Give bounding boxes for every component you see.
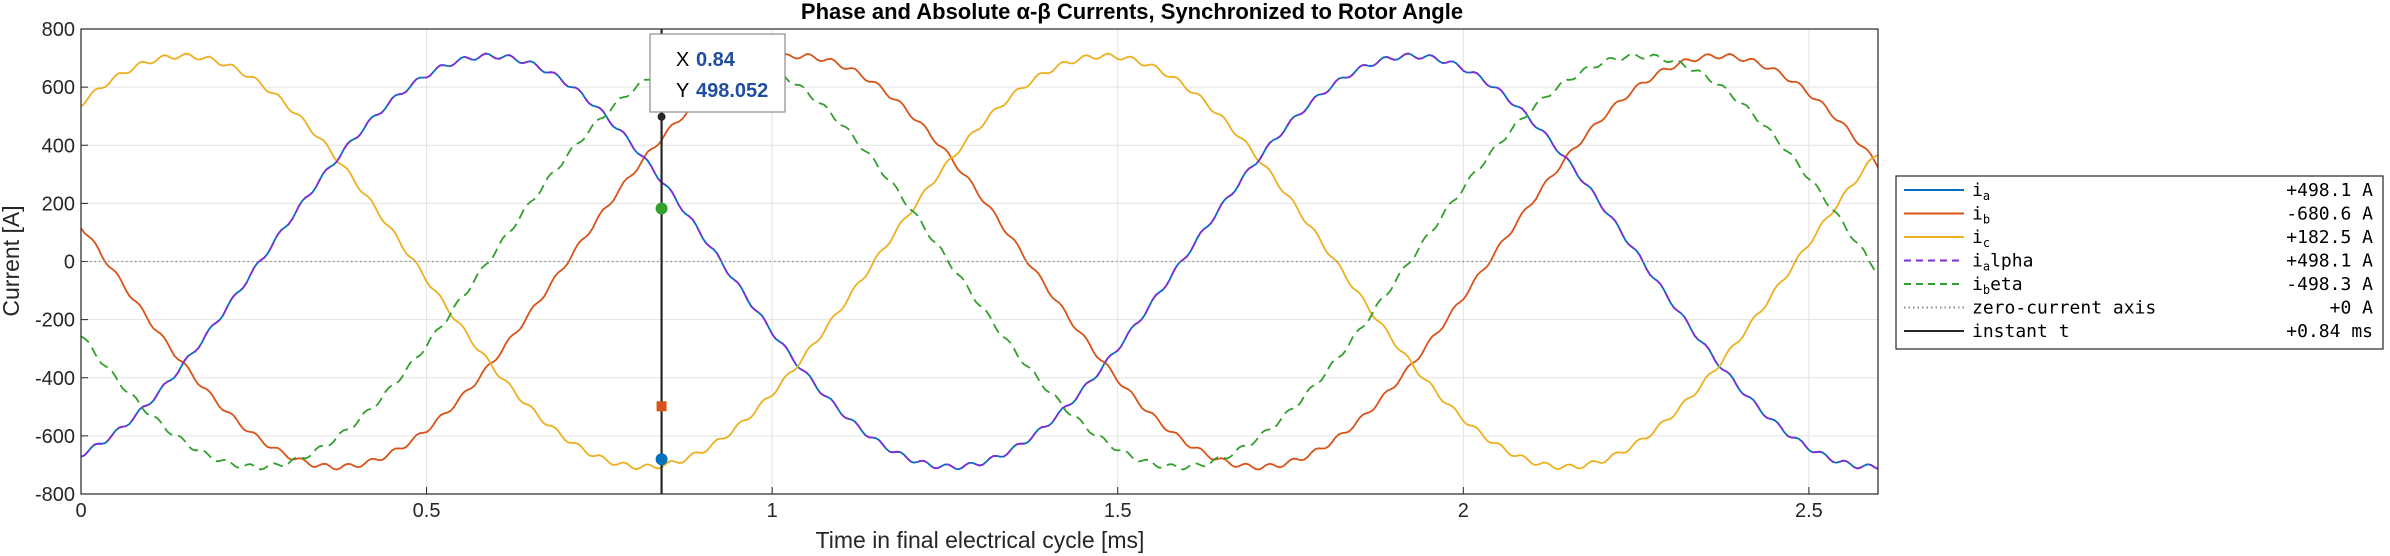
y-tick-label: -400	[35, 368, 75, 390]
legend-entry-value: +182.5 A	[2286, 227, 2373, 248]
marker-ib[interactable]	[655, 453, 668, 466]
y-tick-label: 800	[42, 19, 75, 41]
y-tick-label: 0	[64, 252, 75, 274]
x-tick-label: 1.5	[1104, 500, 1132, 522]
legend-entry-label: ia	[1972, 180, 1990, 203]
legend-entry-value: -498.3 A	[2286, 274, 2373, 295]
legend-entry-value: +0 A	[2330, 298, 2374, 319]
legend[interactable]: ia +498.1 A ib -680.6 A ic +182.5 A ialpha +498…	[1895, 175, 2384, 350]
y-axis-label: Current [A]	[0, 205, 24, 316]
series-line-ib	[80, 53, 1879, 471]
y-tick-label: -200	[35, 310, 75, 332]
legend-entry-value: -680.6 A	[2286, 204, 2373, 225]
legend-entry-label: ic	[1972, 227, 1990, 250]
x-tick-label: 0.5	[413, 500, 441, 522]
legend-entry-label: ib	[1972, 204, 1990, 227]
x-tick-label: 2.5	[1795, 500, 1823, 522]
legend-entry-value: +498.1 A	[2286, 251, 2373, 272]
series-line-ialpha	[80, 52, 1879, 471]
x-axis-label: Time in final electrical cycle [ms]	[816, 527, 1145, 553]
y-tick-label: 600	[42, 77, 75, 99]
legend-entry-label: ibeta	[1972, 274, 2023, 297]
marker-ic[interactable]	[655, 202, 668, 215]
y-axis-ticks: 800 600 400 200 0 -200 -400 -600 -800	[35, 19, 88, 506]
x-axis-ticks: 0 0.5 1 1.5 2 2.5	[75, 487, 1823, 522]
y-tick-label: -600	[35, 426, 75, 448]
data-markers[interactable]	[655, 112, 668, 466]
x-tick-label: 0	[75, 500, 86, 522]
x-tick-label: 2	[1458, 500, 1469, 522]
datatip-x-value: 0.84	[696, 49, 736, 71]
legend-entry-label: ialpha	[1972, 251, 2033, 274]
y-tick-label: -800	[35, 484, 75, 506]
marker-instant[interactable]	[657, 112, 666, 121]
datatip-x-label: X	[676, 49, 689, 71]
plot-frame	[80, 28, 1879, 495]
marker-ibeta[interactable]	[656, 401, 667, 412]
x-tick-label: 1	[767, 500, 778, 522]
datatip-y-label: Y	[676, 80, 689, 102]
legend-entry-label: instant t	[1972, 321, 2070, 342]
datatip-y-value: 498.052	[696, 80, 768, 102]
series-line-ic	[80, 52, 1879, 471]
y-tick-label: 200	[42, 193, 75, 215]
legend-box	[1895, 175, 2384, 350]
legend-entry-label: zero-current axis	[1972, 298, 2156, 319]
y-tick-label: 400	[42, 135, 75, 157]
series-line-ibeta	[80, 52, 1879, 471]
legend-entry-value: +498.1 A	[2286, 180, 2373, 201]
datatip[interactable]: X 0.84 Y 498.052	[649, 33, 786, 113]
datatip-box	[649, 33, 786, 113]
chart-title: Phase and Absolute α-β Currents, Synchro…	[801, 0, 1463, 24]
legend-entry-value: +0.84 ms	[2286, 321, 2373, 342]
